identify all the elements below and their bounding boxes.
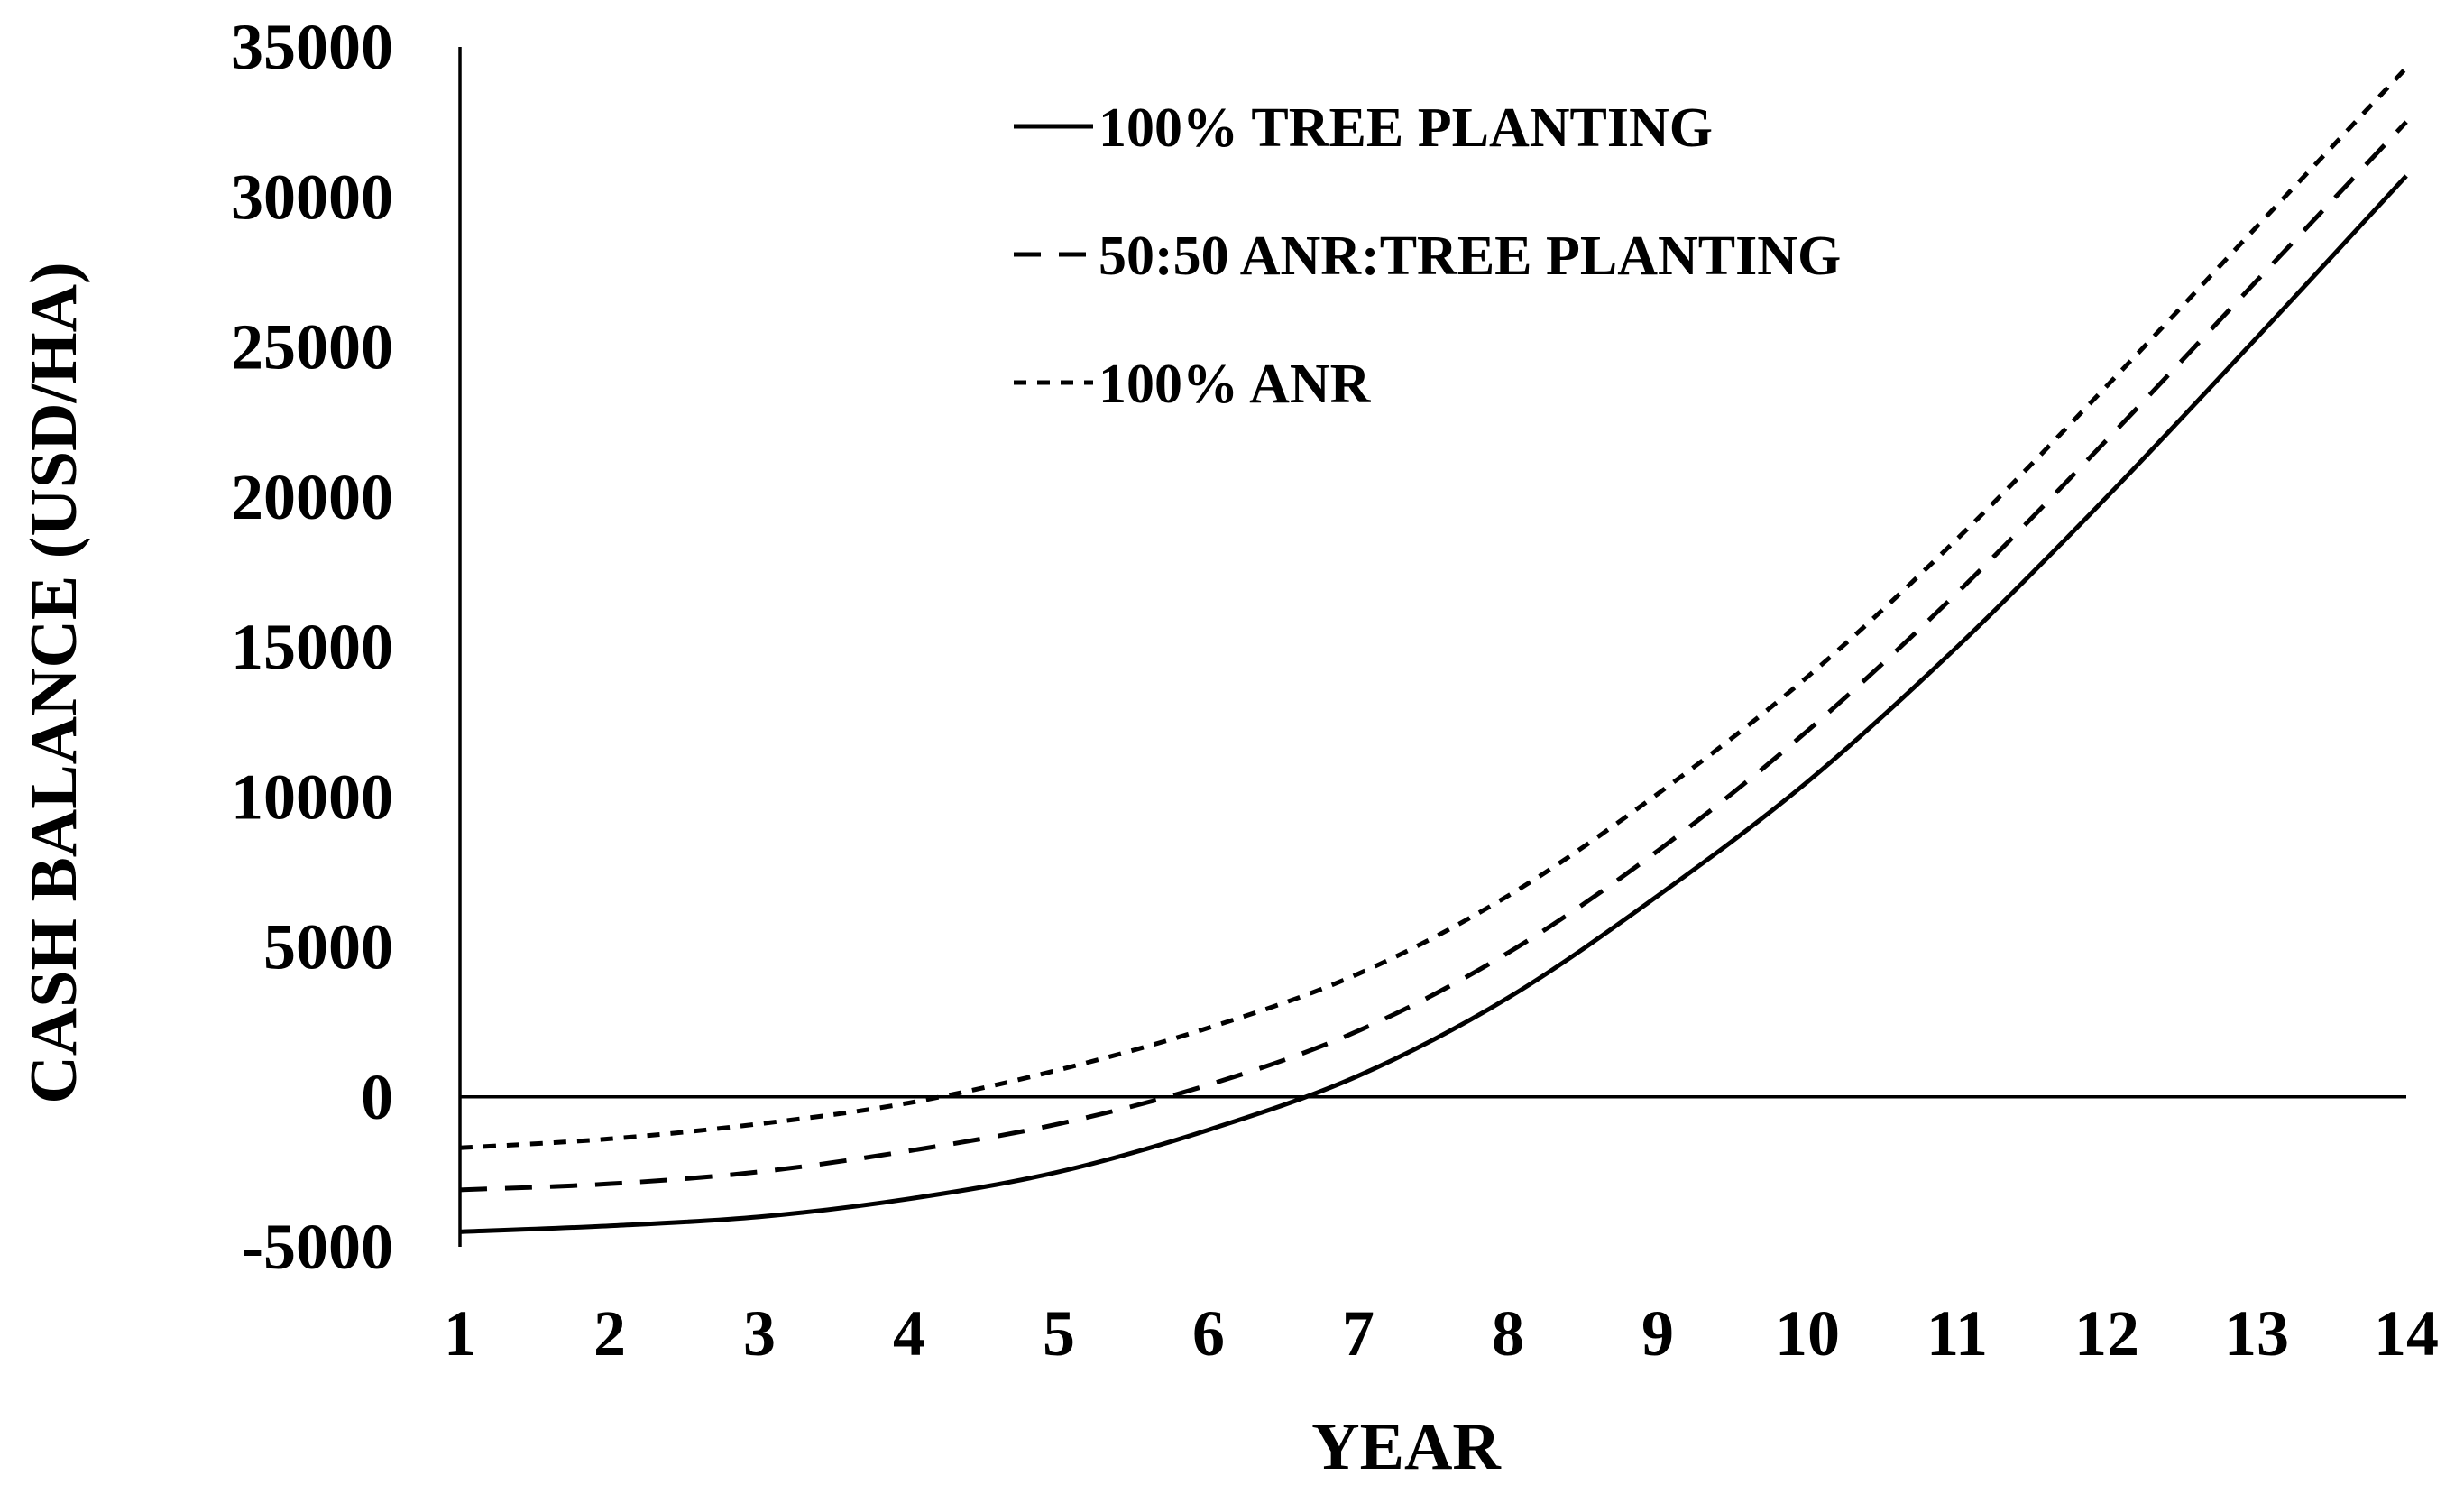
- x-tick-label: 4: [893, 1297, 925, 1370]
- y-tick-label: 20000: [231, 461, 393, 533]
- x-tick-label: 8: [1492, 1297, 1524, 1370]
- x-tick-label: 13: [2224, 1297, 2289, 1370]
- y-tick-label: 15000: [231, 611, 393, 683]
- x-tick-label: 1: [444, 1297, 476, 1370]
- x-tick-label: 12: [2074, 1297, 2139, 1370]
- legend-label-2: 100% ANR: [1099, 354, 1372, 415]
- x-axis-title: YEAR: [1311, 1410, 1502, 1484]
- legend: 100% TREE PLANTING 50:50 ANR:TREE PLANTIN…: [1014, 97, 1841, 415]
- x-tick-label: 11: [1926, 1297, 1988, 1370]
- y-tick-label: 0: [361, 1061, 393, 1133]
- series-line-2: [459, 66, 2408, 1150]
- x-tick-label: 2: [593, 1297, 626, 1370]
- y-axis-ticks: 35000 30000 25000 20000 15000 10000 5000 0 -5000: [231, 11, 393, 1283]
- x-tick-label: 7: [1342, 1297, 1375, 1370]
- x-tick-label: 5: [1043, 1297, 1075, 1370]
- x-tick-label: 3: [743, 1297, 776, 1370]
- x-tick-label: 6: [1192, 1297, 1225, 1370]
- series-line-1: [459, 120, 2408, 1193]
- x-tick-label: 14: [2374, 1297, 2439, 1370]
- y-tick-label: 30000: [231, 161, 393, 233]
- legend-label-1: 50:50 ANR:TREE PLANTING: [1099, 226, 1841, 287]
- y-tick-label: -5000: [242, 1211, 393, 1283]
- x-axis-ticks: 1 2 3 4 5 6 7 8 9 10 11 12 13 14: [444, 1297, 2439, 1370]
- series-line-0: [459, 174, 2408, 1234]
- x-tick-label: 9: [1641, 1297, 1674, 1370]
- legend-label-0: 100% TREE PLANTING: [1099, 97, 1713, 159]
- series-lines: [459, 66, 2408, 1234]
- y-tick-label: 35000: [231, 11, 393, 83]
- y-tick-label: 25000: [231, 311, 393, 383]
- x-tick-label: 10: [1775, 1297, 1840, 1370]
- y-axis-title: CASH BALANCE (USD/HA): [17, 262, 91, 1103]
- y-tick-label: 10000: [231, 761, 393, 833]
- y-tick-label: 5000: [263, 911, 393, 983]
